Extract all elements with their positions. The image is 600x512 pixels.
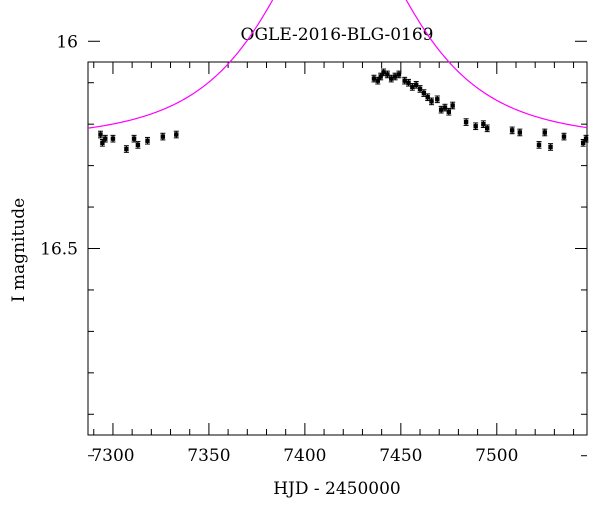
data-point (509, 128, 515, 133)
data-point (402, 78, 407, 83)
data-point (413, 82, 419, 87)
data-point (378, 74, 383, 79)
data-point (124, 146, 129, 152)
data-point (517, 130, 523, 135)
x-tick-label: 7450 (379, 446, 422, 466)
data-point (396, 72, 402, 77)
data-point (110, 136, 116, 141)
data-point (435, 97, 440, 102)
data-point (536, 142, 542, 148)
data-point (429, 99, 434, 104)
data-point (542, 130, 547, 135)
data-point (438, 107, 444, 112)
x-tick-label: 7400 (283, 446, 326, 466)
chart-title: OGLE-2016-BLG-0169 (241, 25, 434, 45)
x-axis-label: HJD - 2450000 (273, 479, 401, 499)
data-point (392, 74, 398, 79)
data-point (450, 103, 455, 108)
data-point (421, 90, 427, 96)
data-point (389, 76, 394, 81)
data-point (410, 84, 415, 90)
x-tick-label: 7500 (475, 446, 518, 466)
data-point (485, 126, 490, 131)
tick-labels: 7300 7350 7400 7450 7500 16 16.5 (40, 32, 518, 466)
data-point (548, 144, 553, 150)
data-point (406, 80, 411, 85)
data-point (473, 124, 478, 129)
data-point (425, 95, 430, 100)
y-tick-label: 16 (56, 32, 78, 52)
data-point (174, 132, 179, 137)
data-point (442, 105, 448, 110)
data-point (417, 86, 423, 92)
data-points (97, 68, 589, 153)
data-point (580, 140, 586, 146)
data-point (463, 119, 469, 125)
data-point (98, 132, 103, 137)
data-point (160, 134, 166, 139)
plot-frame (87, 61, 588, 436)
x-tick-label: 7350 (187, 446, 230, 466)
data-point (371, 76, 377, 81)
data-point (481, 121, 486, 127)
data-point (381, 70, 386, 75)
data-point (103, 136, 108, 141)
data-point (131, 136, 137, 141)
data-point (100, 140, 105, 146)
model-curve (87, 0, 588, 129)
data-point (385, 72, 390, 77)
data-point (561, 134, 567, 139)
data-point (135, 142, 141, 148)
y-tick-label: 16.5 (40, 240, 78, 260)
data-point (145, 138, 150, 143)
x-tick-label: 7300 (91, 446, 134, 466)
y-axis-label: I magnitude (9, 198, 29, 302)
data-point (583, 136, 589, 141)
data-point (446, 109, 452, 114)
data-point (375, 78, 381, 83)
axis-ticks (88, 40, 587, 457)
model-layer (87, 0, 588, 129)
